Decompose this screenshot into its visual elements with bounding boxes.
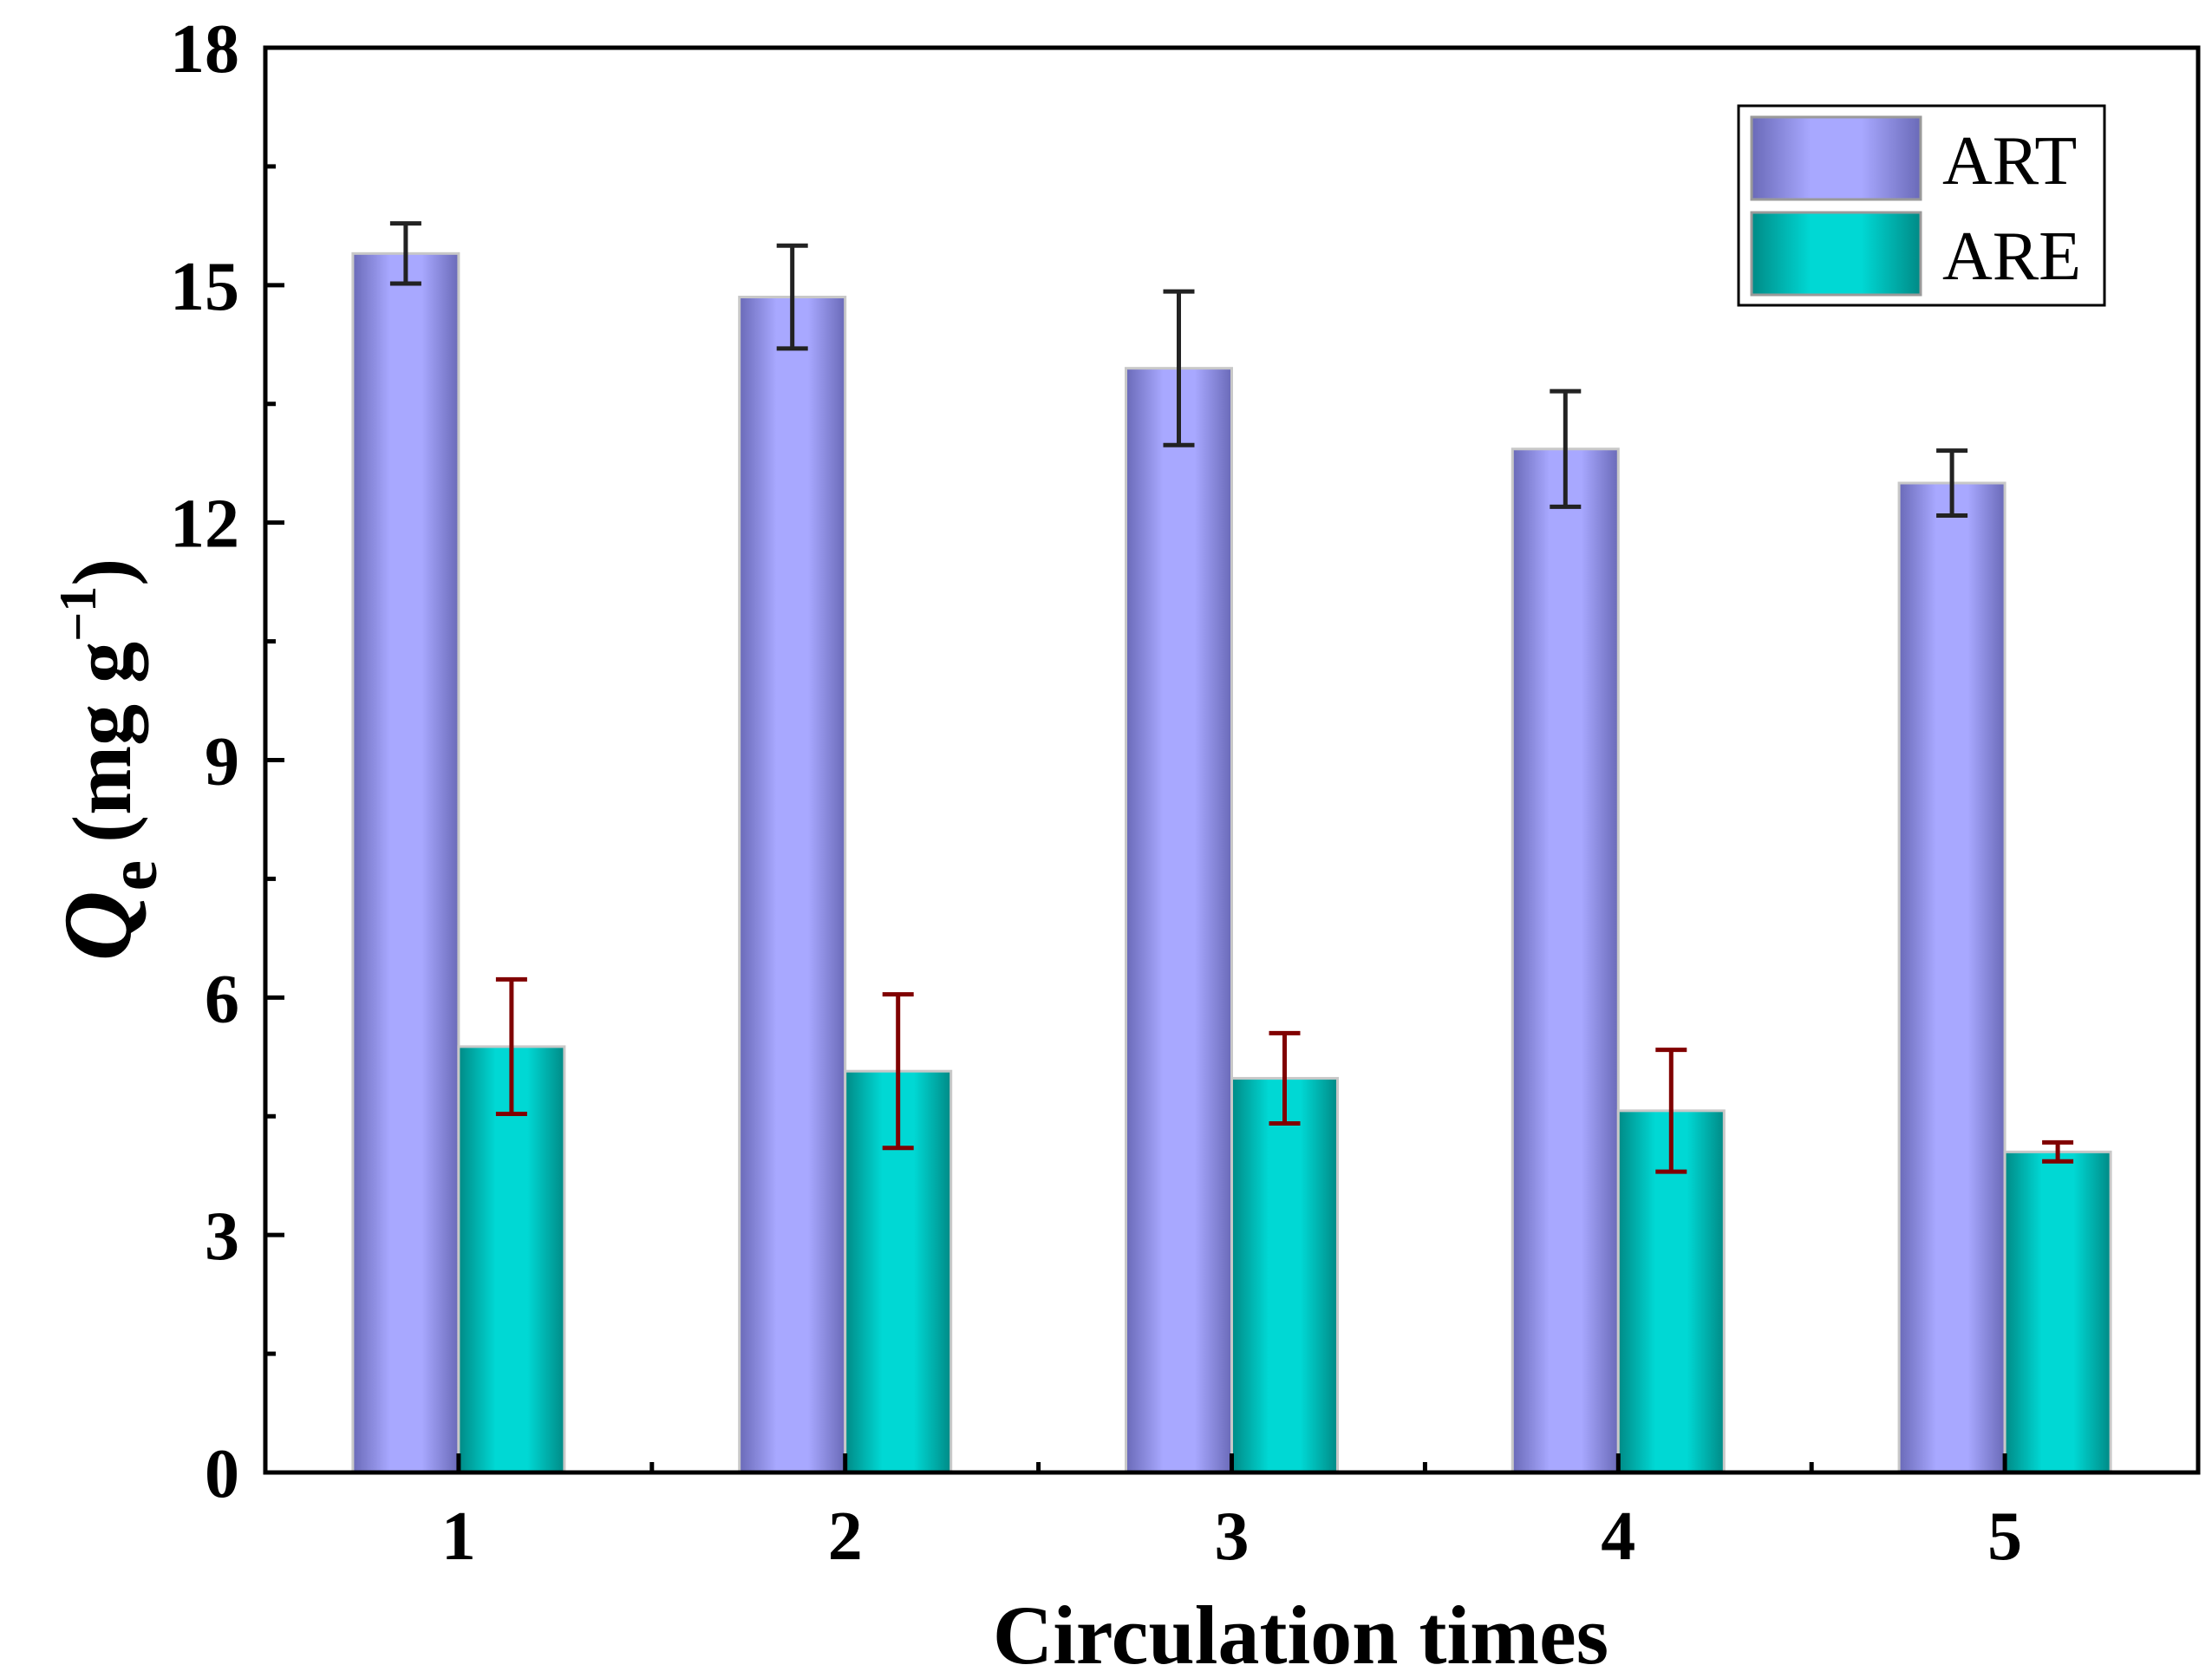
- legend-label-art: ART: [1942, 123, 2077, 199]
- bar-are-5: [2003, 1150, 2112, 1474]
- bar-are-3: [1230, 1076, 1339, 1474]
- error-bar-are-3: [1269, 1030, 1301, 1126]
- error-bar-are-5: [2042, 1139, 2074, 1164]
- error-bar-are-2: [882, 992, 914, 1151]
- error-bars-layer: [389, 221, 2074, 1174]
- y-tick-label-0: 0: [205, 1436, 239, 1512]
- legend-swatch-are: [1750, 211, 1922, 297]
- y-axis-title-subscript: e: [95, 860, 172, 891]
- bar-art-5: [1897, 481, 2006, 1474]
- bar-art-3: [1125, 367, 1233, 1474]
- error-bar-are-1: [495, 976, 527, 1117]
- x-axis-title: Circulation times: [993, 1589, 1608, 1678]
- legend-swatch-art: [1750, 115, 1922, 201]
- x-tick-label-4: 4: [1601, 1498, 1635, 1575]
- x-tick-label-1: 1: [441, 1498, 476, 1575]
- error-bar-are-4: [1655, 1048, 1687, 1174]
- y-tick-label-18: 18: [170, 11, 239, 88]
- x-axis: 1 2 3 4 5: [441, 1453, 2022, 1575]
- y-tick-label-12: 12: [170, 486, 239, 563]
- y-axis-title: Qe (mg g−1): [44, 558, 172, 962]
- bar-art-4: [1511, 447, 1620, 1474]
- x-tick-label-5: 5: [1987, 1498, 2022, 1575]
- y-axis-title-unit-close: ): [55, 558, 148, 586]
- error-bar-art-1: [389, 221, 421, 286]
- y-tick-label-6: 6: [205, 961, 239, 1037]
- x-tick-label-3: 3: [1215, 1498, 1250, 1575]
- y-tick-label-15: 15: [170, 249, 239, 325]
- y-tick-label-9: 9: [205, 724, 239, 800]
- x-tick-label-2: 2: [828, 1498, 863, 1575]
- bar-art-2: [738, 296, 847, 1474]
- y-axis-title-exponent: −1: [49, 586, 107, 642]
- y-axis: 0 3 6 9 12 15 18: [170, 11, 284, 1512]
- y-axis-title-unit: (mg g: [55, 642, 148, 843]
- y-axis-title-symbol: Q: [44, 891, 152, 961]
- error-bar-art-5: [1936, 448, 1968, 518]
- legend-label-are: ARE: [1942, 219, 2081, 295]
- error-bar-art-3: [1163, 289, 1195, 447]
- y-tick-label-3: 3: [205, 1198, 239, 1275]
- bar-are-1: [457, 1045, 566, 1474]
- bars-layer: [351, 251, 2112, 1474]
- legend: ART ARE: [1737, 104, 2106, 307]
- error-bar-art-4: [1550, 388, 1582, 509]
- bar-art-1: [351, 251, 460, 1474]
- error-bar-art-2: [776, 243, 808, 351]
